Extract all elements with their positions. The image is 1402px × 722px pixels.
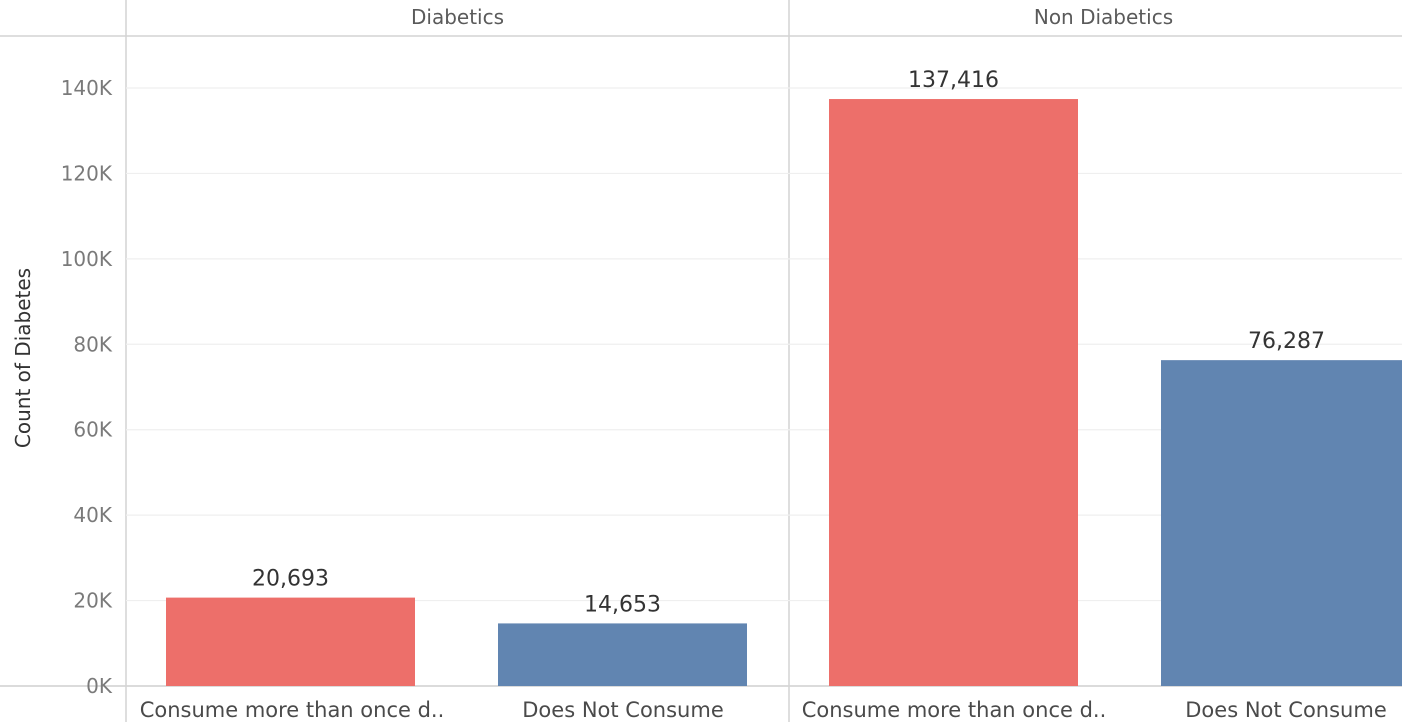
y-tick-label: 0K [86, 674, 113, 698]
y-tick-label: 40K [73, 503, 112, 527]
y-axis: 0K 20K 40K 60K 80K 100K 120K 140K [61, 76, 113, 698]
panel-header: Non Diabetics [1034, 5, 1173, 29]
y-tick-label: 80K [73, 332, 112, 356]
data-label: 137,416 [908, 68, 999, 93]
category-label: Consume more than once d.. [140, 698, 445, 722]
category-labels: Consume more than once d.. Does Not Consu… [140, 698, 1387, 722]
y-tick-label: 120K [61, 161, 113, 185]
data-label: 14,653 [584, 592, 661, 617]
bar [829, 99, 1078, 687]
data-label: 20,693 [252, 567, 329, 592]
y-axis-title: Count of Diabetes [11, 268, 35, 448]
bar [166, 597, 415, 686]
panel-headers: Diabetics Non Diabetics [411, 5, 1173, 29]
y-tick-label: 140K [61, 76, 113, 100]
category-label: Consume more than once d.. [802, 698, 1107, 722]
y-tick-label: 20K [73, 589, 112, 613]
bar [498, 623, 747, 686]
panel-header: Diabetics [411, 5, 504, 29]
bar [1161, 360, 1402, 686]
category-label: Does Not Consume [1185, 698, 1386, 722]
y-tick-label: 60K [73, 418, 112, 442]
category-label: Does Not Consume [522, 698, 723, 722]
y-tick-label: 100K [61, 247, 113, 271]
data-label: 76,287 [1248, 329, 1325, 354]
data-labels: 20,693 14,653 137,416 76,287 [252, 68, 1325, 617]
bars [166, 99, 1402, 687]
